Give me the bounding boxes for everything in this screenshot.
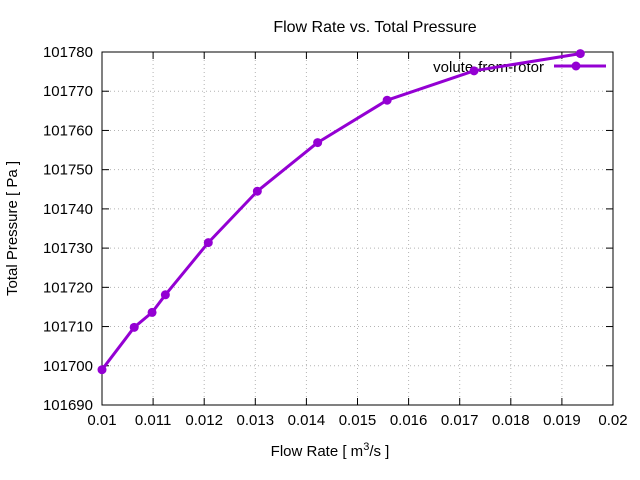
data-point-marker — [313, 138, 323, 148]
data-point-marker — [469, 66, 479, 76]
chart-title: Flow Rate vs. Total Pressure — [273, 19, 476, 36]
y-tick-label: 101730 — [43, 240, 93, 257]
x-tick-label: 0.01 — [87, 412, 116, 429]
x-tick-label: 0.016 — [390, 412, 428, 429]
data-point-marker — [97, 365, 107, 375]
x-tick-label: 0.012 — [185, 412, 223, 429]
y-tick-label: 101760 — [43, 122, 93, 139]
x-tick-label: 0.02 — [598, 412, 627, 429]
y-tick-label: 101740 — [43, 201, 93, 218]
data-point-marker — [147, 307, 157, 317]
y-tick-label: 101770 — [43, 83, 93, 100]
data-point-marker — [382, 95, 392, 105]
series-line — [100, 52, 582, 372]
legend-marker — [571, 61, 581, 71]
data-point-marker — [129, 322, 139, 332]
x-axis-label: Flow Rate [ m3/s ] — [271, 441, 390, 460]
x-tick-label: 0.019 — [543, 412, 581, 429]
x-tick-label: 0.011 — [135, 412, 171, 429]
x-tick-label: 0.018 — [492, 412, 530, 429]
y-tick-label: 101700 — [43, 358, 93, 375]
y-tick-label: 101720 — [43, 279, 93, 296]
x-tick-label: 0.015 — [339, 412, 377, 429]
x-tick-label: 0.013 — [237, 412, 275, 429]
y-tick-label: 101710 — [43, 319, 93, 336]
x-tick-label: 0.014 — [288, 412, 326, 429]
data-point-marker — [160, 290, 170, 300]
y-tick-label: 101780 — [43, 44, 93, 61]
data-point-marker — [203, 238, 213, 248]
y-axis-label: Total Pressure [ Pa ] — [4, 161, 21, 296]
y-tick-label: 101690 — [43, 397, 93, 414]
y-tick-label: 101750 — [43, 162, 93, 179]
data-point-marker — [575, 49, 585, 59]
x-tick-label: 0.017 — [441, 412, 479, 429]
data-point-marker — [252, 186, 262, 196]
